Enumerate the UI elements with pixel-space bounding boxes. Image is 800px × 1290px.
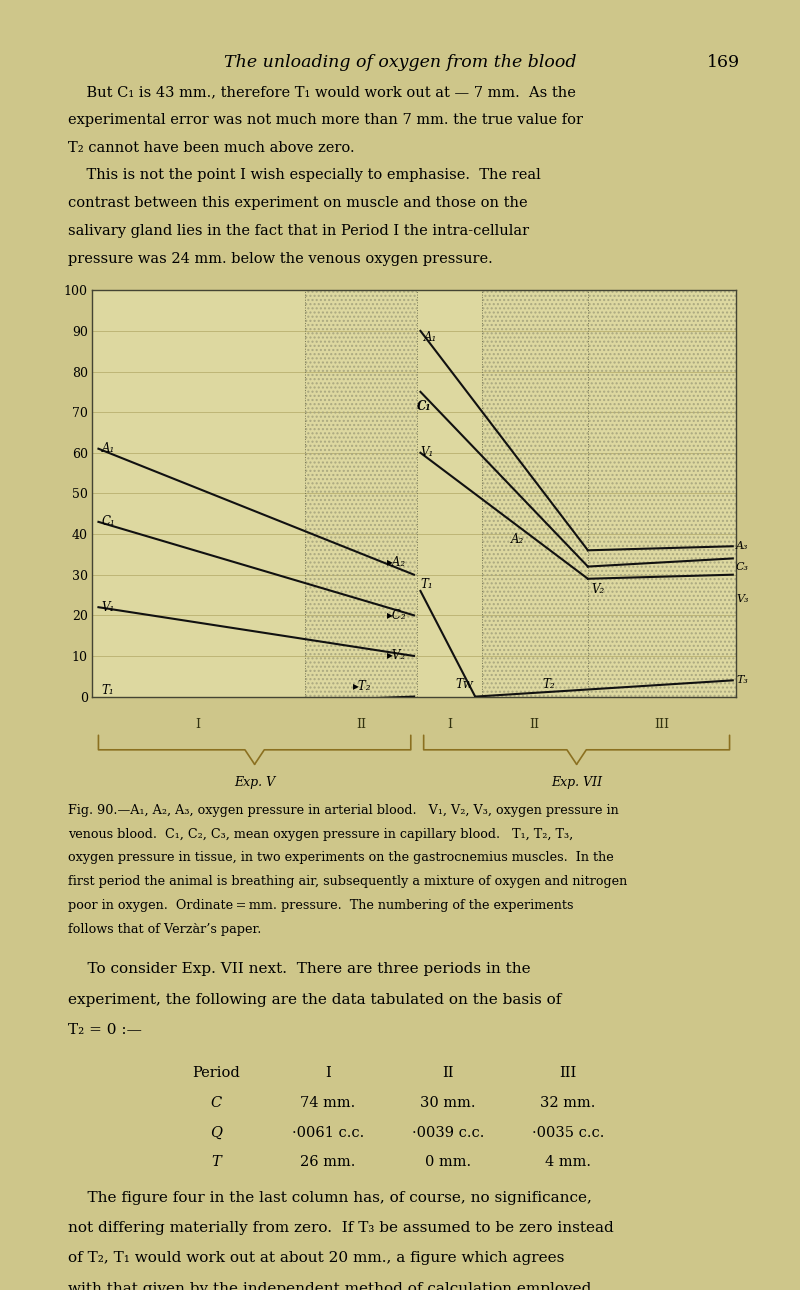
Text: C₁: C₁ (102, 516, 115, 529)
Text: salivary gland lies in the fact that in Period I the intra-cellular: salivary gland lies in the fact that in … (68, 224, 529, 237)
Text: V₂: V₂ (591, 583, 604, 596)
Text: T₁: T₁ (421, 578, 433, 591)
Text: V₁: V₁ (421, 446, 434, 459)
Text: T₂ = 0 :—: T₂ = 0 :— (68, 1023, 142, 1037)
Text: A₂: A₂ (510, 533, 524, 546)
Text: experiment, the following are the data tabulated on the basis of: experiment, the following are the data t… (68, 993, 562, 1006)
Text: II: II (530, 717, 540, 731)
Text: Tᴡ: Tᴡ (456, 677, 474, 690)
Text: Q: Q (210, 1125, 222, 1139)
Text: But C₁ is 43 mm., therefore T₁ would work out at — 7 mm.  As the: But C₁ is 43 mm., therefore T₁ would wor… (68, 85, 576, 99)
Text: Fig. 90.—A₁, A₂, A₃, oxygen pressure in arterial blood.   V₁, V₂, V₃, oxygen pre: Fig. 90.—A₁, A₂, A₃, oxygen pressure in … (68, 804, 618, 817)
Text: ·0061 c.c.: ·0061 c.c. (292, 1125, 364, 1139)
Text: 26 mm.: 26 mm. (300, 1156, 356, 1169)
Text: A₃: A₃ (736, 542, 749, 551)
Text: 169: 169 (707, 54, 740, 71)
Text: not differing materially from zero.  If T₃ be assumed to be zero instead: not differing materially from zero. If T… (68, 1222, 614, 1235)
Text: T₂ cannot have been much above zero.: T₂ cannot have been much above zero. (68, 141, 354, 155)
Bar (305, 290, 418, 697)
Text: This is not the point I wish especially to emphasise.  The real: This is not the point I wish especially … (68, 169, 541, 182)
Text: first period the animal is breathing air, subsequently a mixture of oxygen and n: first period the animal is breathing air… (68, 875, 627, 889)
Text: The figure four in the last column has, of course, no significance,: The figure four in the last column has, … (68, 1191, 592, 1205)
Text: Exp. V: Exp. V (234, 775, 275, 789)
Text: C₃: C₃ (736, 561, 749, 571)
Text: II: II (442, 1066, 454, 1080)
Text: 0 mm.: 0 mm. (425, 1156, 471, 1169)
Text: pressure was 24 mm. below the venous oxygen pressure.: pressure was 24 mm. below the venous oxy… (68, 252, 493, 266)
Text: ·0039 c.c.: ·0039 c.c. (412, 1125, 484, 1139)
Text: Exp. VII: Exp. VII (551, 775, 602, 789)
Text: oxygen pressure in tissue, in two experiments on the gastrocnemius muscles.  In : oxygen pressure in tissue, in two experi… (68, 851, 614, 864)
Text: The unloading of oxygen from the blood: The unloading of oxygen from the blood (224, 54, 576, 71)
Text: ▸A₂: ▸A₂ (386, 556, 406, 569)
Text: V₁: V₁ (102, 601, 115, 614)
Text: experimental error was not much more than 7 mm. the true value for: experimental error was not much more tha… (68, 112, 583, 126)
Text: T₁: T₁ (102, 684, 114, 697)
Text: Period: Period (192, 1066, 240, 1080)
Text: T: T (211, 1156, 221, 1169)
Text: 30 mm.: 30 mm. (420, 1096, 476, 1109)
Text: 32 mm.: 32 mm. (540, 1096, 596, 1109)
Text: follows that of Verzàr’s paper.: follows that of Verzàr’s paper. (68, 924, 262, 937)
Text: 4 mm.: 4 mm. (545, 1156, 591, 1169)
Text: III: III (654, 717, 670, 731)
Text: V₃: V₃ (736, 595, 749, 604)
Text: ▸V₂: ▸V₂ (386, 649, 406, 663)
Text: To consider Exp. VII next.  There are three periods in the: To consider Exp. VII next. There are thr… (68, 962, 530, 977)
Text: ▸C₂: ▸C₂ (386, 609, 406, 622)
Text: III: III (559, 1066, 577, 1080)
Text: poor in oxygen.  Ordinate = mm. pressure.  The numbering of the experiments: poor in oxygen. Ordinate = mm. pressure.… (68, 899, 574, 912)
Text: ▸T₂: ▸T₂ (353, 680, 371, 693)
Text: II: II (356, 717, 366, 731)
Text: contrast between this experiment on muscle and those on the: contrast between this experiment on musc… (68, 196, 528, 210)
Text: C₁: C₁ (418, 400, 432, 413)
Text: C: C (210, 1096, 222, 1109)
Text: T₂: T₂ (543, 677, 555, 690)
Text: I: I (196, 717, 201, 731)
Text: A₁: A₁ (424, 330, 437, 344)
Text: of T₂, T₁ would work out at about 20 mm., a figure which agrees: of T₂, T₁ would work out at about 20 mm.… (68, 1251, 564, 1265)
Text: I: I (447, 717, 452, 731)
Bar (482, 290, 736, 697)
Text: I: I (325, 1066, 331, 1080)
Text: 74 mm.: 74 mm. (300, 1096, 356, 1109)
Text: A₁: A₁ (102, 442, 115, 455)
Text: ·0035 c.c.: ·0035 c.c. (532, 1125, 604, 1139)
Text: venous blood.  C₁, C₂, C₃, mean oxygen pressure in capillary blood.   T₁, T₂, T₃: venous blood. C₁, C₂, C₃, mean oxygen pr… (68, 828, 574, 841)
Text: with that given by the independent method of calculation employed: with that given by the independent metho… (68, 1282, 591, 1290)
Text: T₃: T₃ (736, 676, 748, 685)
